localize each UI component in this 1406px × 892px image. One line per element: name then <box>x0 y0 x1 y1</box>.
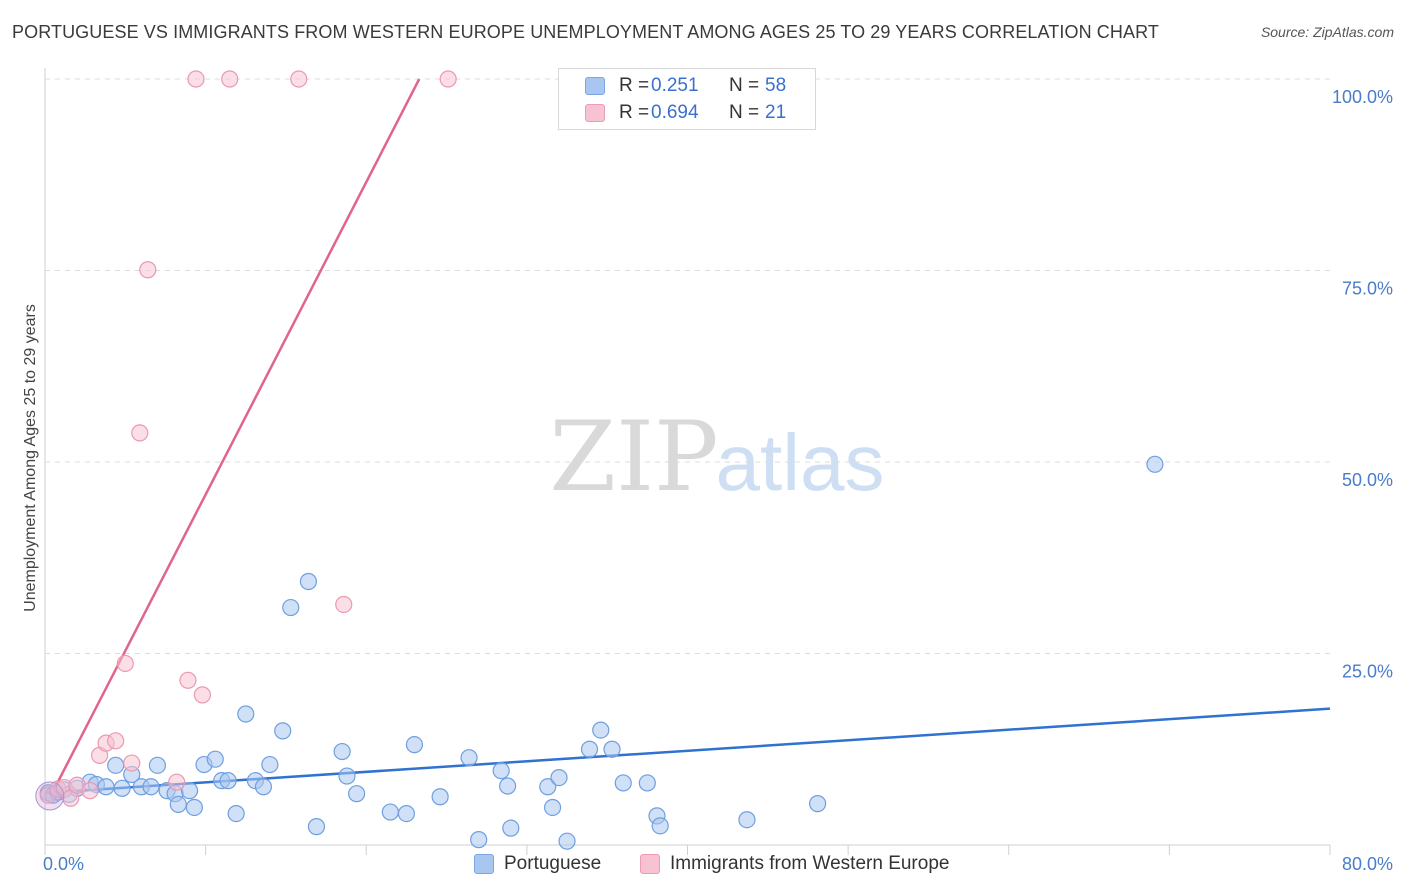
point-portuguese <box>431 788 449 806</box>
point-portuguese <box>492 762 510 780</box>
r-label: R = <box>619 102 650 123</box>
point-portuguese <box>580 740 599 758</box>
watermark: ZIP atlas <box>549 401 884 513</box>
point-portuguese <box>169 795 187 814</box>
point-portuguese <box>180 782 199 800</box>
n-label: N = <box>729 102 760 123</box>
grid <box>45 78 1330 654</box>
stats-legend: R = 0.251 N = 58 R = 0.694 N = 21 <box>558 68 816 130</box>
y-axis-label: Unemployment Among Ages 25 to 29 years <box>22 304 39 612</box>
point-portuguese <box>614 774 632 792</box>
trend-line-immigrants <box>51 78 421 792</box>
point-portuguese <box>307 818 326 836</box>
point-portuguese <box>185 798 203 817</box>
point-portuguese <box>499 777 517 795</box>
y-tick-label: 100.0% <box>1332 87 1393 107</box>
point-immigrants <box>187 70 205 88</box>
point-immigrants <box>139 261 157 279</box>
point-immigrants <box>131 424 149 442</box>
point-portuguese <box>219 772 237 790</box>
point-portuguese <box>274 722 292 740</box>
point-portuguese <box>142 778 160 796</box>
trend-line-portuguese <box>44 707 1331 795</box>
source-label: Source: ZipAtlas.com <box>1260 24 1394 40</box>
legend-swatch-immigrants <box>640 854 660 874</box>
point-immigrants <box>123 754 141 772</box>
point-portuguese <box>261 755 279 774</box>
point-portuguese <box>299 572 318 591</box>
point-portuguese <box>113 779 131 797</box>
point-immigrants <box>107 732 125 750</box>
point-portuguese <box>254 778 273 796</box>
n-value: 21 <box>765 102 787 123</box>
y-tick-label: 50.0% <box>1342 470 1393 490</box>
point-portuguese <box>1146 455 1164 473</box>
point-portuguese <box>460 749 478 767</box>
y-tick-label: 75.0% <box>1342 279 1393 299</box>
point-immigrants <box>81 782 99 800</box>
legend-swatch-immigrants <box>585 104 605 122</box>
point-immigrants <box>335 595 353 614</box>
x-tick-labels: 0.0% 80.0% <box>43 854 1393 874</box>
point-portuguese <box>107 756 125 774</box>
r-value: 0.694 <box>651 102 699 123</box>
point-immigrants <box>168 773 186 791</box>
point-portuguese <box>333 742 351 761</box>
point-immigrants <box>193 686 212 704</box>
legend-item-portuguese[interactable]: Portuguese <box>474 851 601 877</box>
legend-item-immigrants[interactable]: Immigrants from Western Europe <box>640 851 949 877</box>
y-tick-labels: 25.0% 50.0% 75.0% 100.0% <box>1332 87 1393 682</box>
point-portuguese <box>809 795 827 813</box>
legend-swatch-portuguese <box>585 77 605 95</box>
axes <box>44 68 1331 855</box>
r-label: R = <box>619 75 650 96</box>
point-portuguese <box>206 750 224 768</box>
series-legend: Portuguese Immigrants from Western Europ… <box>0 851 1406 877</box>
point-portuguese <box>502 819 520 837</box>
legend-label-immigrants: Immigrants from Western Europe <box>670 853 950 874</box>
point-immigrants <box>439 70 457 88</box>
point-portuguese <box>558 832 576 850</box>
legend-swatch-portuguese <box>474 854 494 874</box>
point-immigrants <box>221 70 239 88</box>
watermark-zip: ZIP <box>549 401 718 513</box>
point-portuguese <box>397 804 416 823</box>
y-tick-label: 25.0% <box>1342 662 1393 682</box>
point-portuguese <box>282 598 300 617</box>
x-tick-label: 0.0% <box>43 854 84 874</box>
point-portuguese <box>338 767 356 785</box>
point-portuguese <box>603 740 621 758</box>
n-label: N = <box>729 75 760 96</box>
point-portuguese <box>148 756 167 774</box>
point-portuguese <box>381 803 399 821</box>
point-portuguese <box>550 768 568 787</box>
point-portuguese <box>227 804 245 823</box>
point-cluster <box>35 781 65 811</box>
n-value: 58 <box>765 75 787 96</box>
point-portuguese <box>97 778 115 796</box>
point-portuguese <box>405 736 424 754</box>
watermark-atlas: atlas <box>716 418 885 507</box>
point-immigrants <box>290 70 308 88</box>
point-immigrants <box>116 654 134 673</box>
data-points <box>35 70 1164 850</box>
point-portuguese <box>651 817 669 835</box>
chart-title: PORTUGUESE VS IMMIGRANTS FROM WESTERN EU… <box>12 22 1159 42</box>
point-portuguese <box>470 831 488 849</box>
point-portuguese <box>539 778 557 796</box>
point-portuguese <box>543 798 562 817</box>
point-portuguese <box>348 785 366 803</box>
r-value: 0.251 <box>651 75 699 96</box>
point-immigrants <box>179 671 197 689</box>
point-portuguese <box>638 774 656 792</box>
point-portuguese <box>738 811 756 829</box>
point-portuguese <box>592 721 610 739</box>
point-portuguese <box>237 705 255 723</box>
legend-label-portuguese: Portuguese <box>504 853 602 874</box>
x-tick-label: 80.0% <box>1342 854 1393 874</box>
